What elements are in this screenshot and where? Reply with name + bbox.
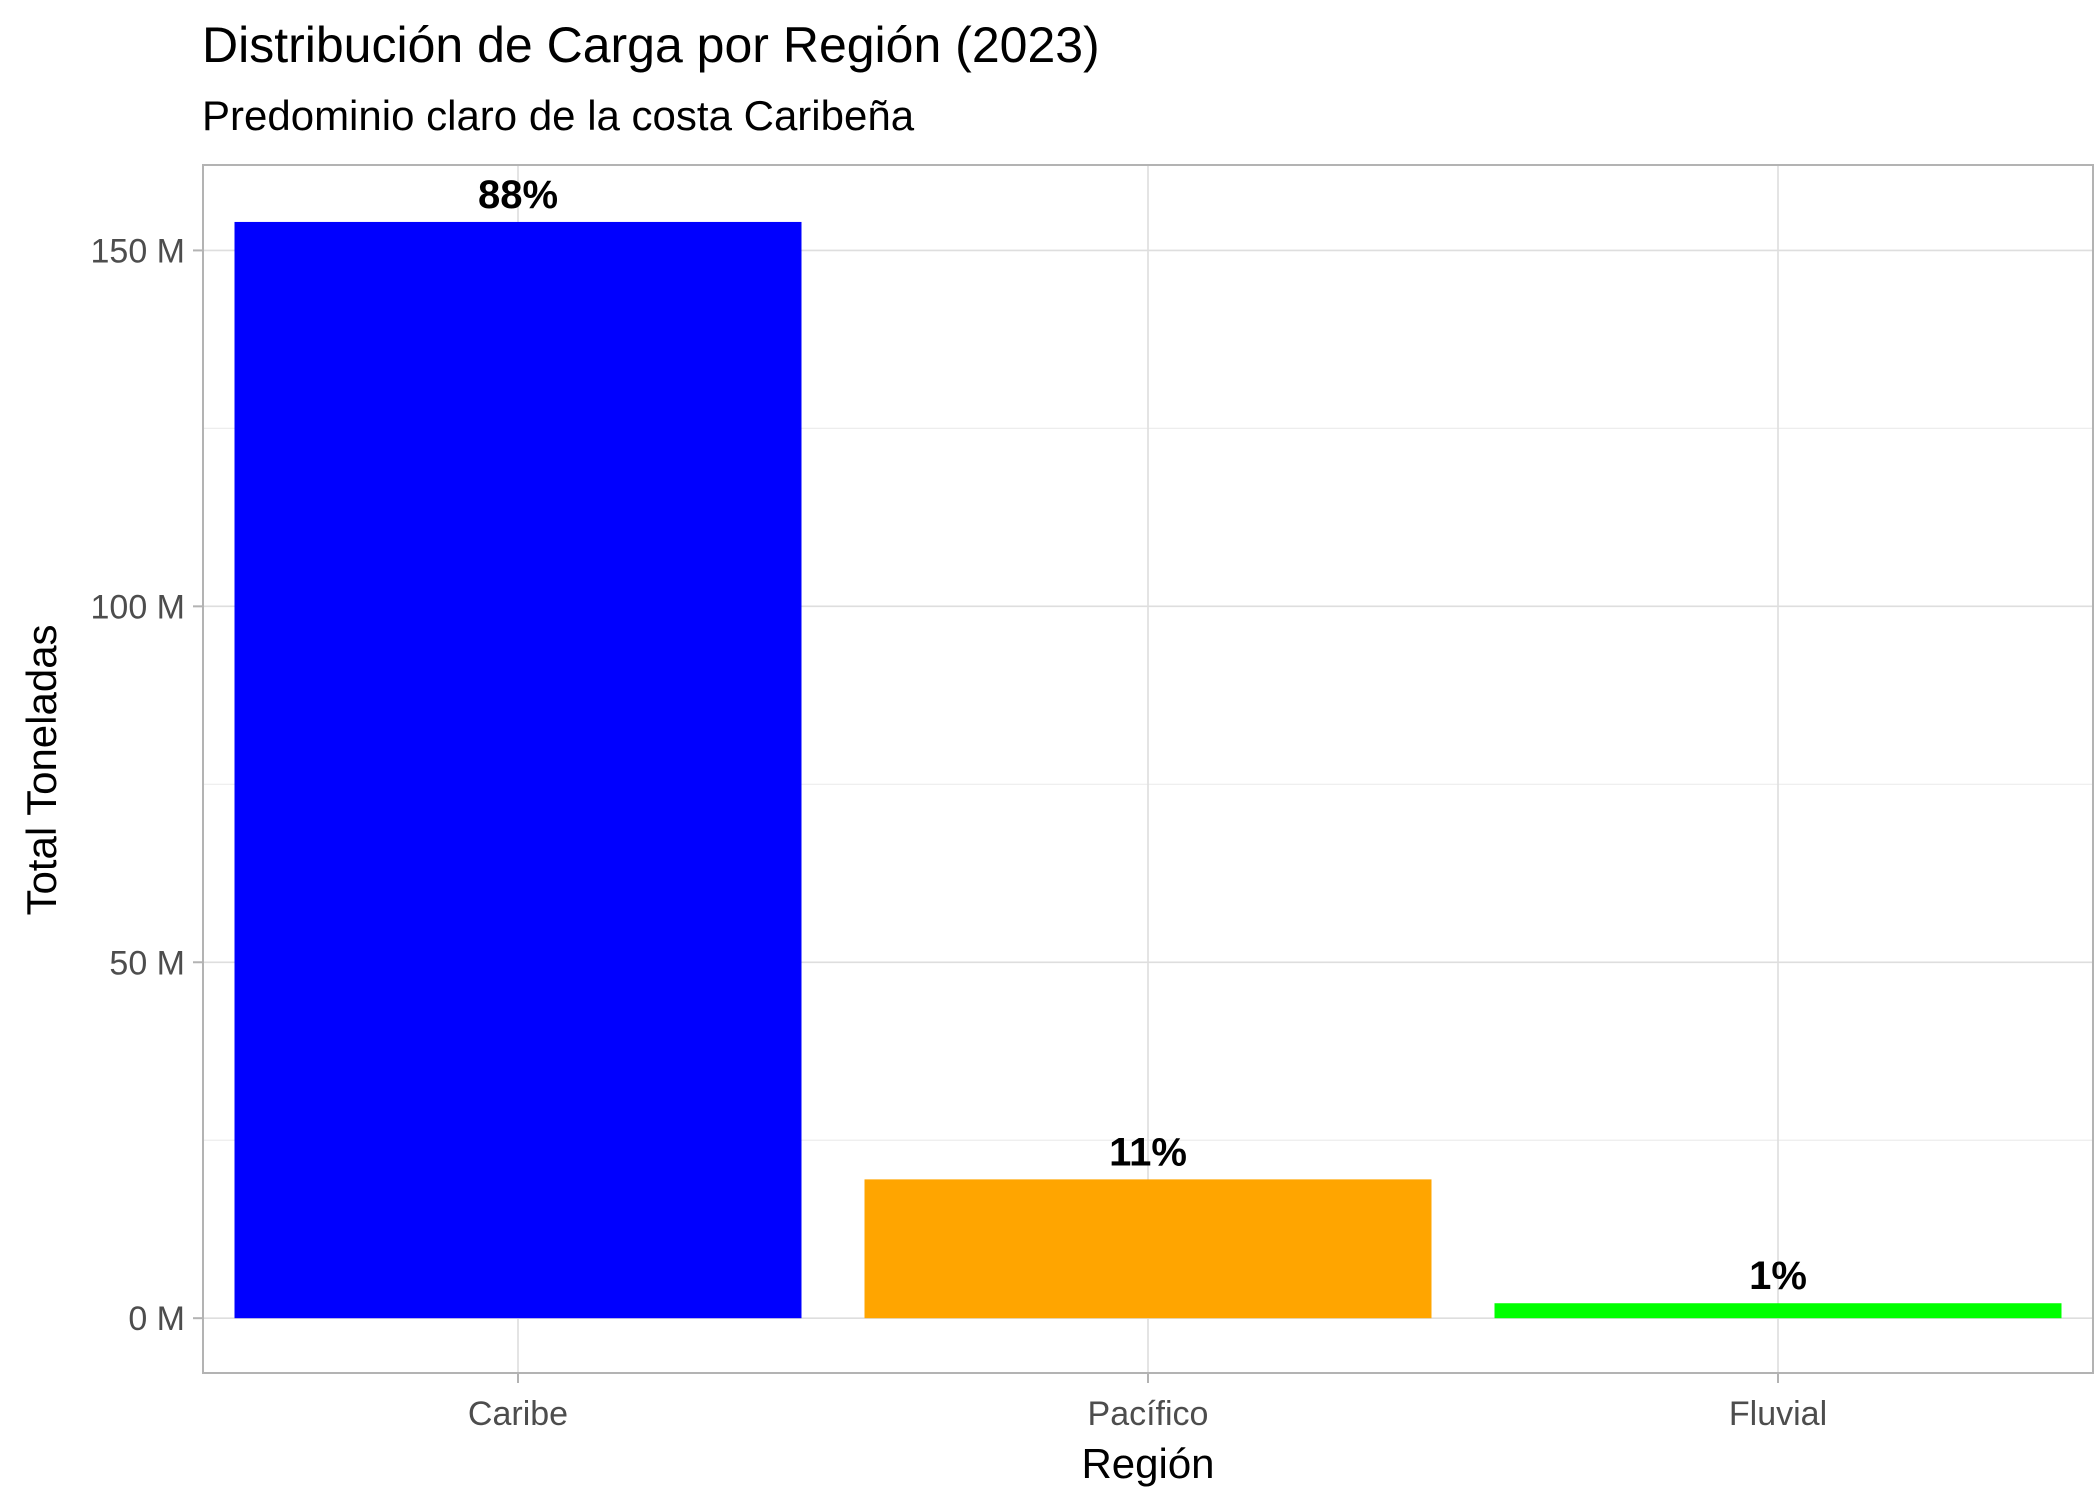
y-tick-label: 50 M <box>109 944 185 982</box>
y-tick-label: 150 M <box>91 232 186 270</box>
chart-title: Distribución de Carga por Región (2023) <box>202 17 1100 73</box>
axis-layer: 0 M 50 M 100 M 150 M Caribe Pacífico Fluvial <box>91 232 1828 1433</box>
x-tick-label: Pacífico <box>1088 1395 1209 1433</box>
x-tick-label: Caribe <box>468 1395 568 1433</box>
data-label: 1% <box>1749 1254 1807 1298</box>
bar-pacifico <box>864 1179 1432 1319</box>
bar-caribe <box>234 221 802 1319</box>
bar-fluvial <box>1494 1303 2062 1319</box>
y-axis-title: Total Toneladas <box>18 624 65 915</box>
bar-layer <box>234 221 2062 1319</box>
y-tick-label: 0 M <box>128 1300 185 1338</box>
x-tick-label: Fluvial <box>1729 1395 1827 1433</box>
chart-subtitle: Predominio claro de la costa Caribeña <box>202 92 915 139</box>
data-label: 88% <box>478 173 558 217</box>
y-tick-label: 100 M <box>91 588 186 626</box>
data-label-layer: 88% 11% 1% <box>478 173 1807 1298</box>
x-axis-title: Región <box>1081 1440 1214 1487</box>
data-label: 11% <box>1109 1130 1187 1174</box>
